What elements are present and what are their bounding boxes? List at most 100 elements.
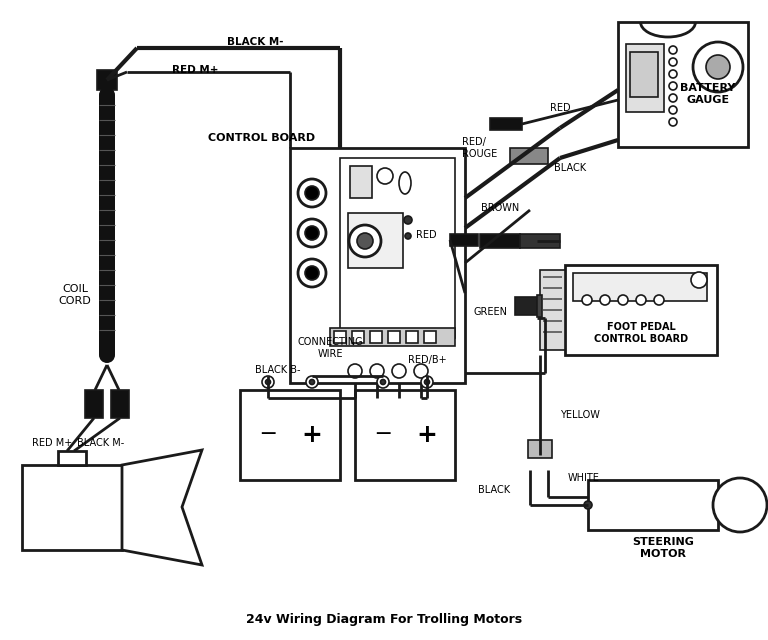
Circle shape xyxy=(669,58,677,66)
Circle shape xyxy=(600,295,610,305)
Circle shape xyxy=(693,42,743,92)
Circle shape xyxy=(654,295,664,305)
Bar xyxy=(573,273,707,301)
Circle shape xyxy=(405,233,411,239)
Bar xyxy=(340,158,455,338)
Bar xyxy=(97,70,117,90)
Circle shape xyxy=(377,168,393,184)
Polygon shape xyxy=(122,450,202,565)
Text: YELLOW: YELLOW xyxy=(560,410,600,420)
Circle shape xyxy=(377,376,389,388)
Bar xyxy=(490,118,522,130)
Circle shape xyxy=(669,106,677,114)
Bar xyxy=(388,331,400,343)
Bar xyxy=(58,451,86,465)
Text: CONTROL BOARD: CONTROL BOARD xyxy=(208,133,316,143)
Text: ─: ─ xyxy=(376,425,389,445)
Circle shape xyxy=(669,46,677,54)
Text: +: + xyxy=(416,423,438,447)
Bar xyxy=(240,390,340,480)
Bar xyxy=(618,22,748,147)
Circle shape xyxy=(584,501,592,509)
Circle shape xyxy=(421,376,433,388)
Circle shape xyxy=(706,55,730,79)
Circle shape xyxy=(349,225,381,257)
Bar xyxy=(334,331,346,343)
Circle shape xyxy=(298,179,326,207)
Bar xyxy=(355,390,455,480)
Circle shape xyxy=(298,219,326,247)
Text: 24v Wiring Diagram For Trolling Motors: 24v Wiring Diagram For Trolling Motors xyxy=(246,614,522,627)
Text: ─: ─ xyxy=(261,425,275,445)
Text: BLACK: BLACK xyxy=(554,163,586,173)
Bar xyxy=(588,480,718,530)
Text: BLACK M-: BLACK M- xyxy=(227,37,283,47)
Circle shape xyxy=(618,295,628,305)
Bar xyxy=(330,328,455,346)
Circle shape xyxy=(582,295,592,305)
Text: BLACK: BLACK xyxy=(478,485,510,495)
Circle shape xyxy=(414,364,428,378)
Circle shape xyxy=(380,380,386,385)
Bar xyxy=(290,148,465,383)
Text: RED: RED xyxy=(416,230,437,240)
Bar xyxy=(22,465,122,550)
Text: BLACK B-: BLACK B- xyxy=(255,365,300,375)
Circle shape xyxy=(669,94,677,102)
Ellipse shape xyxy=(399,172,411,194)
Circle shape xyxy=(357,233,373,249)
Circle shape xyxy=(298,259,326,287)
Bar xyxy=(406,331,418,343)
Circle shape xyxy=(99,347,115,363)
Text: BLACK M-: BLACK M- xyxy=(77,438,124,448)
Circle shape xyxy=(669,82,677,90)
Bar xyxy=(370,331,382,343)
Circle shape xyxy=(425,380,429,385)
Text: CONNECTING
WIRE: CONNECTING WIRE xyxy=(297,337,362,359)
Circle shape xyxy=(691,272,707,288)
Bar xyxy=(99,95,115,355)
Text: RED/B+: RED/B+ xyxy=(408,355,447,365)
Bar xyxy=(626,44,664,112)
Circle shape xyxy=(669,70,677,78)
Circle shape xyxy=(310,380,315,385)
Circle shape xyxy=(305,186,319,200)
Bar xyxy=(424,331,436,343)
Bar xyxy=(510,148,548,164)
Bar xyxy=(515,297,537,315)
Bar xyxy=(528,440,552,458)
Bar xyxy=(350,166,372,198)
Text: FOOT PEDAL
CONTROL BOARD: FOOT PEDAL CONTROL BOARD xyxy=(594,322,688,344)
Circle shape xyxy=(669,118,677,126)
Circle shape xyxy=(404,216,412,224)
Circle shape xyxy=(266,380,270,385)
Text: RED: RED xyxy=(550,103,571,113)
Text: RED/
ROUGE: RED/ ROUGE xyxy=(462,137,497,159)
Circle shape xyxy=(262,376,274,388)
Text: WHITE: WHITE xyxy=(568,473,600,483)
Text: +: + xyxy=(302,423,323,447)
Bar xyxy=(85,390,103,418)
Text: GREEN: GREEN xyxy=(473,307,507,317)
Circle shape xyxy=(370,364,384,378)
Bar xyxy=(111,390,129,418)
Bar xyxy=(565,265,717,355)
Circle shape xyxy=(636,295,646,305)
Text: BROWN: BROWN xyxy=(481,203,519,213)
Circle shape xyxy=(348,364,362,378)
Text: COIL
CORD: COIL CORD xyxy=(58,284,91,306)
Bar xyxy=(540,270,565,350)
Text: RED M+: RED M+ xyxy=(172,65,218,75)
Bar xyxy=(520,234,560,248)
Bar xyxy=(537,295,542,317)
Circle shape xyxy=(305,266,319,280)
Bar xyxy=(450,234,478,246)
Bar xyxy=(352,331,364,343)
Circle shape xyxy=(99,87,115,103)
Circle shape xyxy=(306,376,318,388)
Bar xyxy=(630,52,658,97)
Text: STEERING
MOTOR: STEERING MOTOR xyxy=(632,537,694,559)
Text: RED M+: RED M+ xyxy=(32,438,72,448)
Text: BATTERY
GAUGE: BATTERY GAUGE xyxy=(680,83,736,105)
Circle shape xyxy=(713,478,767,532)
